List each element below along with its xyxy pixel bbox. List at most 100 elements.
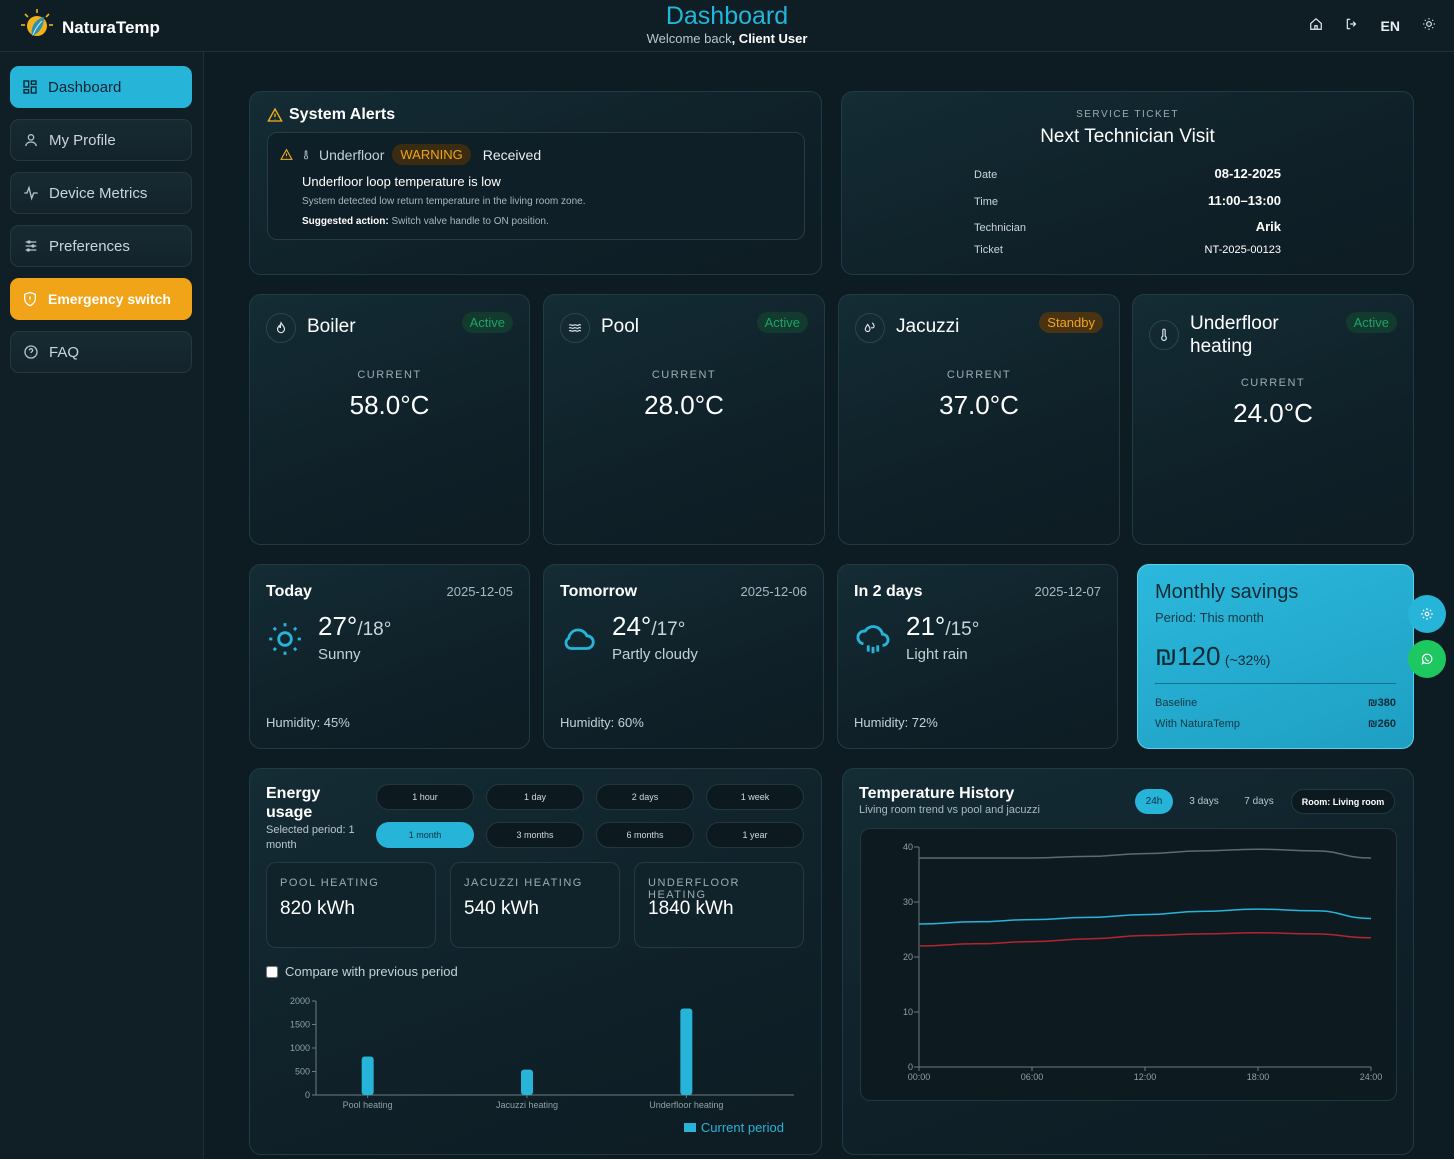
- weather-high: 27°: [318, 611, 358, 641]
- brand[interactable]: NaturaTemp: [20, 8, 160, 47]
- with-naturatemp-value: ₪260: [1367, 718, 1396, 730]
- ticket-time-label: Time: [974, 196, 999, 208]
- weather-low: /17°: [651, 619, 686, 640]
- weather-low: /15°: [945, 619, 980, 640]
- range-1-month[interactable]: 1 month: [376, 822, 474, 848]
- weather-condition: Sunny: [318, 646, 361, 663]
- sidebar-item-device-metrics[interactable]: Device Metrics: [10, 172, 192, 214]
- legend-swatch: [683, 1123, 696, 1132]
- compare-checkbox[interactable]: [266, 965, 278, 978]
- y-tick-label: 0: [305, 1090, 310, 1100]
- weather-high: 21°: [906, 611, 946, 641]
- alert-status: Received: [482, 146, 542, 163]
- welcome-prefix: Welcome back: [646, 31, 732, 46]
- sidebar-item-dashboard[interactable]: Dashboard: [10, 66, 192, 108]
- alert-item[interactable]: Underfloor WARNING Received Underfloor l…: [267, 132, 805, 240]
- savings-amount-row: ₪120 (~32%): [1155, 641, 1270, 672]
- compare-checkbox-row[interactable]: Compare with previous period: [266, 964, 458, 979]
- sun-icon: [269, 623, 301, 655]
- ticket-technician-label: Technician: [974, 222, 1026, 234]
- savings-title: Monthly savings: [1155, 581, 1299, 603]
- baseline-label: Baseline: [1155, 697, 1198, 709]
- ticket-title: Next Technician Visit: [1040, 126, 1215, 147]
- ticket-date-value: 08-12-2025: [1214, 166, 1282, 181]
- range-1-hour[interactable]: 1 hour: [376, 784, 474, 810]
- status-badge: Active: [1345, 312, 1397, 333]
- history-range-3-days[interactable]: 3 days: [1189, 796, 1219, 807]
- sidebar: Dashboard My Profile Device Metrics Pref…: [0, 52, 204, 1159]
- chart-legend: Current period: [683, 1120, 784, 1135]
- history-subtitle: Living room trend vs pool and jacuzzi: [859, 804, 1040, 816]
- weather-humidity: Humidity: 72%: [854, 715, 938, 730]
- weather-temps: 21°/15°: [906, 611, 979, 642]
- stat-label: POOL HEATING: [280, 877, 380, 889]
- weather-condition: Light rain: [906, 646, 968, 663]
- bar[interactable]: [521, 1069, 533, 1095]
- status-badge: Standby: [1039, 312, 1103, 333]
- stat-jacuzzi-heating: JACUZZI HEATING 540 kWh: [450, 862, 620, 948]
- range-2-days[interactable]: 2 days: [596, 784, 694, 810]
- x-tick-label: 12:00: [1134, 1072, 1157, 1082]
- device-card-jacuzzi[interactable]: Jacuzzi Standby CURRENT 37.0°C: [838, 294, 1120, 545]
- weather-low: /18°: [357, 619, 392, 640]
- range-6-months[interactable]: 6 months: [596, 822, 694, 848]
- stat-value: 820 kWh: [280, 898, 355, 919]
- home-icon[interactable]: [1309, 17, 1323, 34]
- system-alerts-card: System Alerts Underfloor WARNING Receive…: [249, 91, 822, 275]
- weather-card-in-2-days: In 2 days 2025-12-07 21°/15° Light rain …: [837, 564, 1118, 749]
- series-line-1: [918, 908, 1372, 925]
- whatsapp-fab[interactable]: [1408, 640, 1446, 678]
- settings-fab[interactable]: [1408, 595, 1446, 633]
- range-1-year[interactable]: 1 year: [706, 822, 804, 848]
- sidebar-item-preferences[interactable]: Preferences: [10, 225, 192, 267]
- bar[interactable]: [680, 1008, 693, 1095]
- room-select[interactable]: Room: Living room: [1291, 789, 1395, 814]
- savings-percent: (~32%): [1224, 652, 1271, 668]
- sidebar-item-faq[interactable]: FAQ: [10, 331, 192, 373]
- y-tick-label: 10: [903, 1007, 913, 1017]
- savings-amount: ₪120: [1155, 641, 1221, 671]
- help-icon: [24, 345, 38, 359]
- savings-period: Period: This month: [1155, 610, 1264, 625]
- sidebar-item-emergency-switch[interactable]: Emergency switch: [10, 278, 192, 320]
- y-tick-label: 0: [908, 1062, 913, 1072]
- sidebar-item-label: FAQ: [49, 343, 80, 361]
- language-toggle[interactable]: EN: [1380, 17, 1400, 34]
- grid-icon: [23, 80, 37, 94]
- current-temp: 37.0°C: [939, 390, 1019, 420]
- weather-date: 2025-12-05: [446, 584, 514, 599]
- weather-temps: 27°/18°: [318, 611, 391, 642]
- history-range-24h[interactable]: 24h: [1135, 789, 1173, 814]
- current-label: CURRENT: [357, 369, 422, 381]
- weather-card-tomorrow: Tomorrow 2025-12-06 24°/17° Partly cloud…: [543, 564, 824, 749]
- brand-name: NaturaTemp: [62, 17, 160, 37]
- device-card-pool[interactable]: Pool Active CURRENT 28.0°C: [543, 294, 825, 545]
- logout-icon[interactable]: [1345, 17, 1359, 34]
- range-3-months[interactable]: 3 months: [486, 822, 584, 848]
- current-label: CURRENT: [946, 369, 1012, 381]
- ticket-number-value: NT-2025-00123: [1204, 244, 1281, 256]
- alerts-title: System Alerts: [289, 106, 396, 123]
- weather-day: Today: [266, 583, 312, 600]
- compare-label: Compare with previous period: [285, 964, 458, 979]
- weather-high: 24°: [612, 611, 652, 641]
- range-1-week[interactable]: 1 week: [706, 784, 804, 810]
- theme-sun-icon[interactable]: [1422, 17, 1436, 34]
- sidebar-item-my-profile[interactable]: My Profile: [10, 119, 192, 161]
- top-bar: NaturaTemp Dashboard Welcome back, Clien…: [0, 0, 1454, 52]
- alert-detail: System detected low return temperature i…: [302, 196, 586, 207]
- series-line-2: [918, 932, 1372, 947]
- weather-day: Tomorrow: [560, 583, 638, 600]
- device-card-boiler[interactable]: Boiler Active CURRENT 58.0°C: [249, 294, 530, 545]
- user-icon: [25, 134, 37, 147]
- history-range-7-days[interactable]: 7 days: [1244, 796, 1274, 807]
- stat-value: 540 kWh: [464, 898, 539, 919]
- alerts-header: System Alerts: [267, 106, 395, 124]
- stat-pool-heating: POOL HEATING 820 kWh: [266, 862, 436, 948]
- bar[interactable]: [361, 1056, 374, 1095]
- page-header: Dashboard Welcome back, Client User: [0, 2, 1454, 48]
- x-tick-label: Pool heating: [343, 1100, 393, 1110]
- device-card-underfloor-heating[interactable]: Underfloor heating Active CURRENT 24.0°C: [1132, 294, 1414, 545]
- current-temp: 28.0°C: [644, 390, 724, 420]
- range-1-day[interactable]: 1 day: [486, 784, 584, 810]
